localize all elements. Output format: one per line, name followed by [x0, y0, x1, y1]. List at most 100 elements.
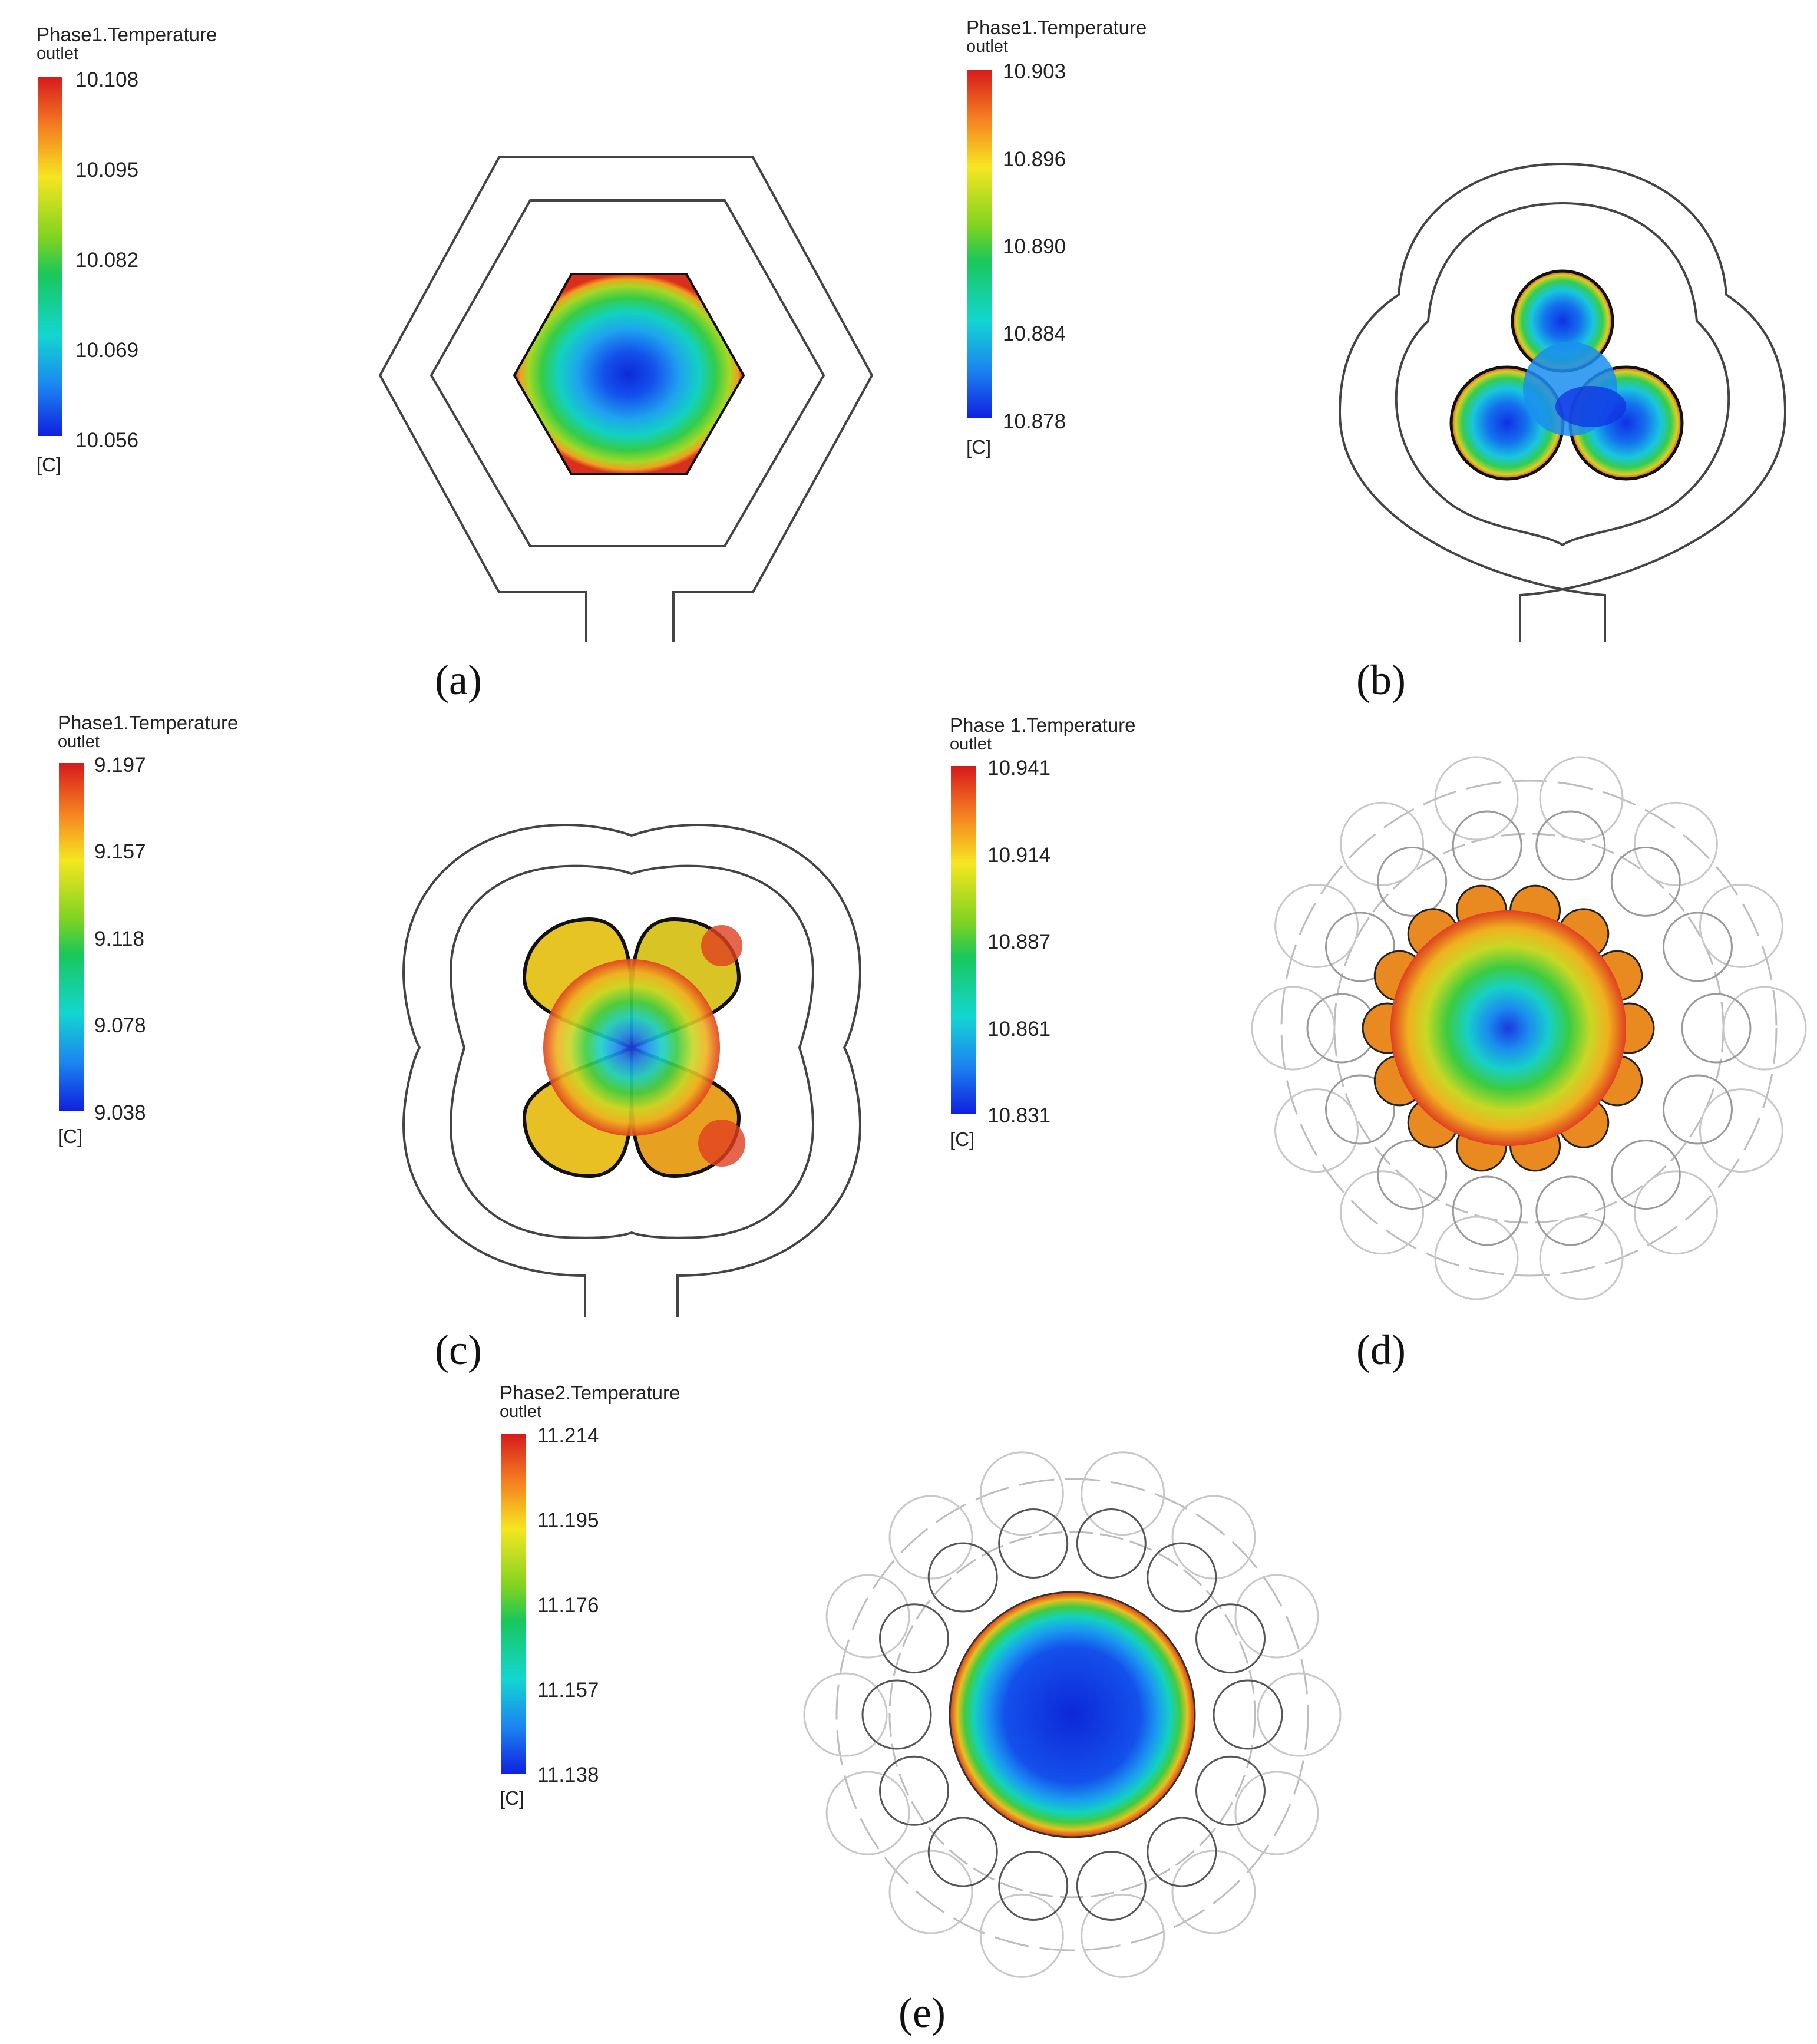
legend-tick: 9.157 [94, 840, 146, 863]
legend-tick: 10.903 [1003, 60, 1066, 83]
outer-scallop [979, 1893, 1064, 1978]
legend-title: Phase2.Temperature [500, 1382, 680, 1404]
inner-scallop [1076, 1508, 1147, 1579]
outer-scallop [888, 1495, 973, 1580]
outer-scallop [1699, 1088, 1783, 1173]
outer-scallop [1081, 1893, 1165, 1978]
legend-title: Phase 1.Temperature [950, 714, 1136, 736]
panel-label: (d) [1356, 1326, 1406, 1373]
outer-scallop [1171, 1850, 1256, 1934]
inner-scallop [1610, 846, 1681, 917]
colorbar [501, 1434, 526, 1774]
legend-tick: 10.861 [987, 1018, 1050, 1041]
inner-scallop [927, 1542, 998, 1613]
legend-tick: 10.914 [987, 844, 1050, 867]
outer-scallop [1434, 1216, 1519, 1300]
legend-tick: 11.157 [537, 1679, 599, 1702]
inner-scallop [1195, 1755, 1266, 1826]
panel-a: Phase1.Temperature outlet 10.108 10.095 … [37, 24, 874, 704]
hexagon-temperature-contour [513, 273, 745, 475]
scalloped-lobes [803, 1451, 1342, 1978]
legend-b: Phase1.Temperature outlet 10.903 10.896 … [966, 16, 1147, 458]
hot-spot [701, 925, 742, 966]
inner-scallop [998, 1508, 1069, 1579]
colorbar [967, 70, 992, 418]
legend-a: Phase1.Temperature outlet 10.108 10.095 … [37, 24, 217, 475]
inner-scallop [1377, 846, 1448, 917]
legend-tick: 10.108 [75, 68, 138, 91]
geometry-e [803, 1451, 1342, 1978]
panel-label: (e) [898, 1989, 946, 2036]
colorbar [59, 763, 84, 1111]
inner-scallop [1535, 810, 1606, 881]
legend-tick: 10.069 [75, 339, 138, 362]
outer-scallop [1274, 883, 1359, 968]
legend-subtitle: outlet [37, 44, 78, 63]
outer-scallop [1081, 1451, 1165, 1536]
quatrefoil-temperature-contour [522, 917, 745, 1178]
outer-scallop [1340, 1170, 1425, 1255]
panel-label: (b) [1356, 656, 1406, 704]
inner-scallop [1535, 1175, 1606, 1246]
outer-scallop [1633, 801, 1718, 886]
legend-tick: 11.214 [537, 1424, 599, 1447]
legend-tick: 10.884 [1003, 322, 1066, 345]
geometry-a [378, 156, 874, 642]
geometry-d [1251, 756, 1807, 1300]
outer-scalloped-wall [1280, 780, 1778, 1277]
geometry-b [1338, 162, 1787, 642]
outer-trefoil-wall [1338, 162, 1787, 642]
legend-tick: 10.887 [987, 930, 1050, 953]
inner-hexagon-wall [430, 199, 825, 547]
scalloped-temperature-contour [1390, 910, 1626, 1146]
trefoil-cold-spot [1555, 386, 1626, 427]
outer-scallop [1234, 1771, 1319, 1855]
outer-scallop [979, 1451, 1064, 1536]
legend-tick: 10.941 [987, 757, 1050, 780]
panel-b: Phase1.Temperature outlet 10.903 10.896 … [966, 16, 1787, 704]
inner-scallop [1147, 1542, 1217, 1613]
inner-quatrefoil-wall [449, 864, 815, 1239]
legend-tick: 9.118 [94, 927, 144, 950]
outer-quatrefoil-wall [402, 823, 862, 1317]
outer-hexagon-wall [378, 156, 874, 642]
inner-scallop [879, 1603, 949, 1674]
legend-tick: 11.138 [537, 1764, 599, 1787]
legend-unit: [C] [966, 436, 991, 458]
geometry-c [402, 823, 862, 1317]
legend-c: Phase1.Temperature outlet 9.197 9.157 9.… [58, 712, 238, 1147]
outer-scallop [1234, 1574, 1319, 1659]
legend-title: Phase1.Temperature [37, 24, 217, 45]
outer-scallop [1539, 756, 1624, 841]
outer-scallop [1251, 986, 1336, 1071]
legend-d: Phase 1.Temperature outlet 10.941 10.914… [950, 714, 1136, 1150]
panel-d: Phase 1.Temperature outlet 10.941 10.914… [950, 714, 1807, 1373]
legend-tick: 10.878 [1003, 410, 1066, 433]
panel-label: (a) [435, 656, 482, 704]
legend-tick: 10.890 [1003, 235, 1066, 258]
colorbar [951, 766, 976, 1114]
outer-scallop [1274, 1088, 1359, 1173]
legend-unit: [C] [37, 454, 61, 475]
legend-tick: 9.197 [94, 754, 146, 777]
inner-scallop [879, 1755, 949, 1826]
outer-scallop [803, 1672, 888, 1757]
legend-tick: 10.831 [987, 1104, 1050, 1127]
inner-scallop [1325, 912, 1395, 982]
outer-scallop [1340, 801, 1425, 886]
legend-subtitle: outlet [966, 37, 1008, 56]
inner-trefoil-wall [1395, 202, 1730, 547]
legend-unit: [C] [950, 1128, 974, 1150]
outer-scallop [1171, 1495, 1256, 1580]
inner-scallop [1377, 1140, 1448, 1210]
legend-tick: 11.176 [537, 1594, 599, 1617]
outer-scallop [825, 1574, 910, 1659]
inner-scalloped-wall [888, 1531, 1256, 1898]
legend-tick: 10.082 [75, 249, 138, 272]
circular-temperature-contour [949, 1591, 1196, 1838]
inner-scallop [1147, 1817, 1217, 1887]
legend-tick: 10.896 [1003, 148, 1066, 171]
outer-scallop [1699, 883, 1783, 968]
legend-tick: 9.078 [94, 1014, 146, 1037]
